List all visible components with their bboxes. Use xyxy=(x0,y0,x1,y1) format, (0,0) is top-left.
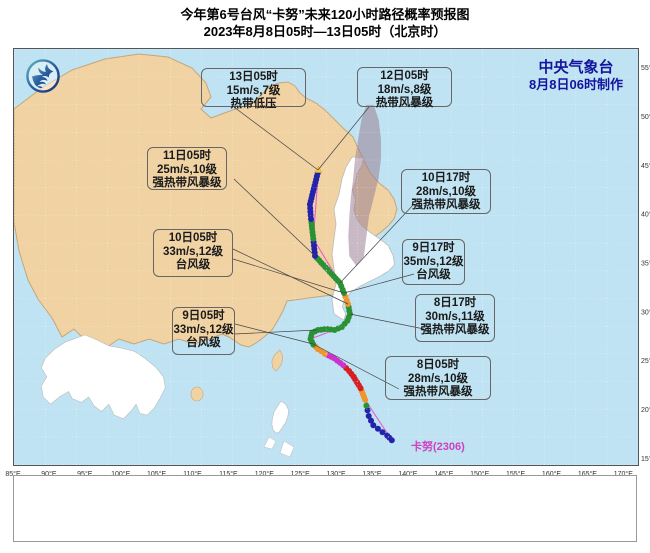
svg-text:20°N: 20°N xyxy=(641,406,650,414)
svg-text:40°N: 40°N xyxy=(641,211,650,219)
svg-text:50°N: 50°N xyxy=(641,113,650,121)
svg-text:15°N: 15°N xyxy=(641,455,650,463)
svg-text:25°N: 25°N xyxy=(641,357,650,365)
svg-text:45°N: 45°N xyxy=(641,162,650,170)
svg-text:35°N: 35°N xyxy=(641,260,650,268)
svg-text:55°N: 55°N xyxy=(641,64,650,72)
svg-text:30°N: 30°N xyxy=(641,308,650,316)
